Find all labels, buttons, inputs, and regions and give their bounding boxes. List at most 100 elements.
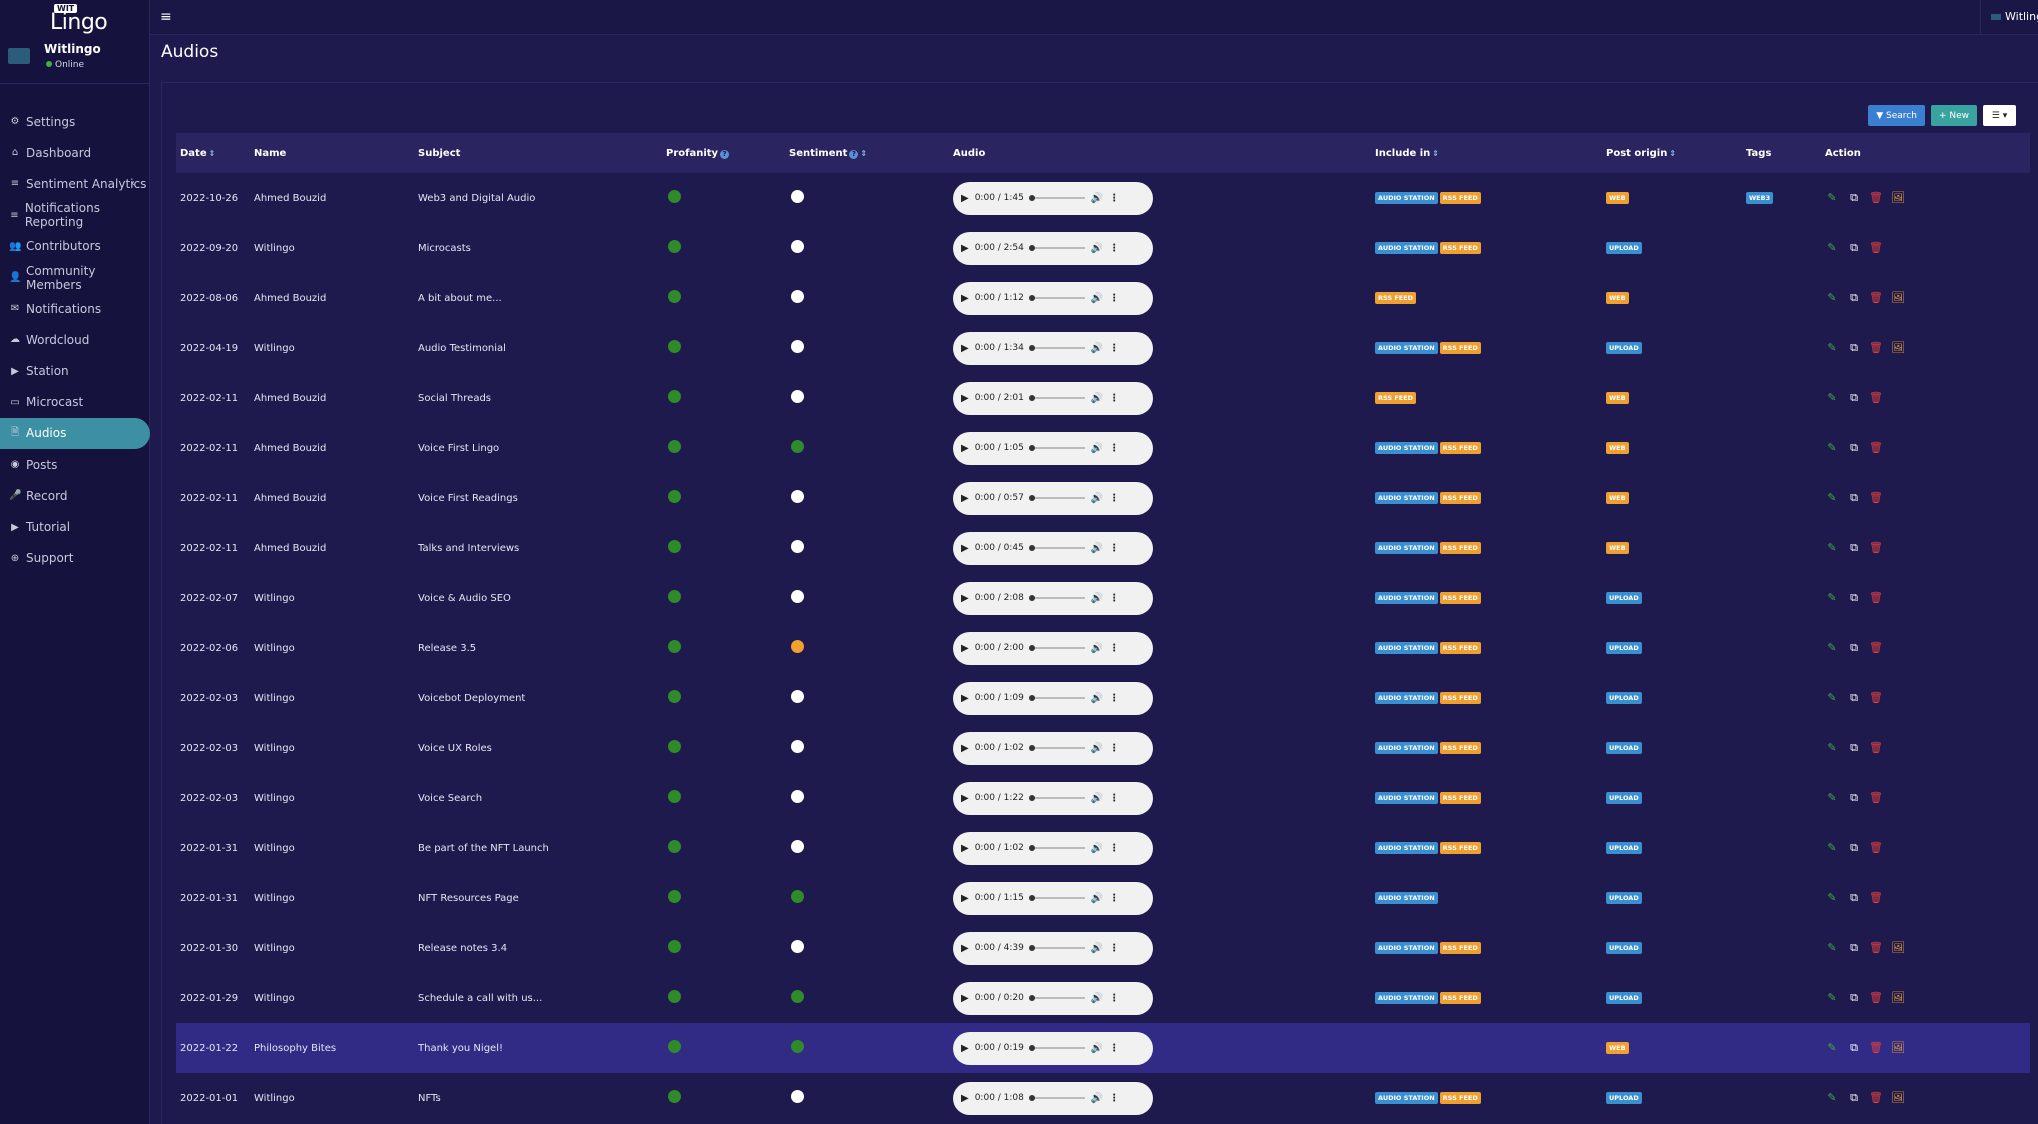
seek-knob[interactable] (1028, 245, 1035, 251)
copy-icon[interactable]: ⧉ (1850, 841, 1858, 854)
audio-player[interactable]: ▶ 0:00 / 1:12 🔊 ⋮ (953, 281, 1153, 315)
copy-icon[interactable]: ⧉ (1850, 441, 1858, 454)
audio-seek-slider[interactable] (1028, 295, 1085, 301)
table-row[interactable]: 2022-02-11 Ahmed Bouzid Voice First Lingo ▶… (176, 423, 2030, 473)
volume-icon[interactable]: 🔊 (1090, 1042, 1104, 1054)
audio-seek-slider[interactable] (1028, 445, 1085, 451)
more-options-icon[interactable]: ⋮ (1109, 292, 1120, 304)
more-options-icon[interactable]: ⋮ (1109, 392, 1120, 404)
table-row[interactable]: 2022-02-06 Witlingo Release 3.5 ▶ 0:00 / 2:0… (176, 623, 2030, 673)
image-icon[interactable]: 🖼 (1891, 991, 1905, 1004)
volume-icon[interactable]: 🔊 (1090, 992, 1104, 1004)
copy-icon[interactable]: ⧉ (1850, 341, 1858, 354)
more-options-icon[interactable]: ⋮ (1109, 1092, 1120, 1104)
audio-seek-slider[interactable] (1028, 495, 1085, 501)
audio-player[interactable]: ▶ 0:00 / 0:57 🔊 ⋮ (953, 481, 1153, 515)
trash-icon[interactable]: 🗑 (1869, 191, 1883, 204)
sidebar-item-sentiment-analytics[interactable]: ≡ Sentiment Analytics ‹ (0, 168, 149, 199)
more-options-icon[interactable]: ⋮ (1109, 1042, 1120, 1054)
play-icon[interactable]: ▶ (961, 1092, 969, 1104)
search-button[interactable]: ▼ Search (1868, 105, 1925, 126)
image-icon[interactable]: 🖼 (1891, 1041, 1905, 1054)
seek-knob[interactable] (1028, 445, 1035, 451)
audio-player[interactable]: ▶ 0:00 / 1:02 🔊 ⋮ (953, 831, 1153, 865)
header-date[interactable]: Date ⇕ (176, 133, 250, 173)
audio-seek-slider[interactable] (1028, 745, 1085, 751)
audio-seek-slider[interactable] (1028, 695, 1085, 701)
more-options-icon[interactable]: ⋮ (1109, 342, 1120, 354)
copy-icon[interactable]: ⧉ (1850, 191, 1858, 204)
volume-icon[interactable]: 🔊 (1090, 242, 1104, 254)
table-row[interactable]: 2022-01-31 Witlingo NFT Resources Page ▶ 0:0… (176, 873, 2030, 923)
table-row[interactable]: 2022-02-07 Witlingo Voice & Audio SEO ▶ 0:00… (176, 573, 2030, 623)
play-icon[interactable]: ▶ (961, 492, 969, 504)
table-row[interactable]: 2022-01-29 Witlingo Schedule a call with u… (176, 973, 2030, 1023)
more-options-icon[interactable]: ⋮ (1109, 992, 1120, 1004)
copy-icon[interactable]: ⧉ (1850, 241, 1858, 254)
trash-icon[interactable]: 🗑 (1869, 891, 1883, 904)
volume-icon[interactable]: 🔊 (1090, 1092, 1104, 1104)
edit-icon[interactable]: ✎ (1827, 441, 1837, 454)
copy-icon[interactable]: ⧉ (1850, 391, 1858, 404)
edit-icon[interactable]: ✎ (1827, 641, 1837, 654)
play-icon[interactable]: ▶ (961, 892, 969, 904)
seek-knob[interactable] (1028, 295, 1035, 301)
table-row[interactable]: 2022-01-01 Witlingo NFTs ▶ 0:00 / 1:08 🔊 ⋮ AUDI… (176, 1073, 2030, 1123)
logo[interactable]: WIT Lingo (0, 0, 149, 35)
header-include[interactable]: Include in ⇕ (1371, 133, 1602, 173)
trash-icon[interactable]: 🗑 (1869, 691, 1883, 704)
seek-knob[interactable] (1028, 595, 1035, 601)
sidebar-item-support[interactable]: ⊕ Support (0, 543, 149, 574)
seek-knob[interactable] (1028, 395, 1035, 401)
trash-icon[interactable]: 🗑 (1869, 291, 1883, 304)
trash-icon[interactable]: 🗑 (1869, 241, 1883, 254)
play-icon[interactable]: ▶ (961, 392, 969, 404)
hamburger-menu-icon[interactable]: ≡ (160, 9, 172, 25)
more-options-icon[interactable]: ⋮ (1109, 942, 1120, 954)
volume-icon[interactable]: 🔊 (1090, 292, 1104, 304)
copy-icon[interactable]: ⧉ (1850, 491, 1858, 504)
table-row[interactable]: 2022-02-03 Witlingo Voice UX Roles ▶ 0:00 / … (176, 723, 2030, 773)
volume-icon[interactable]: 🔊 (1090, 892, 1104, 904)
table-row[interactable]: 2022-10-26 Ahmed Bouzid Web3 and Digital A… (176, 173, 2030, 223)
trash-icon[interactable]: 🗑 (1869, 741, 1883, 754)
table-row[interactable]: 2022-02-03 Witlingo Voice Search ▶ 0:00 / 1:… (176, 773, 2030, 823)
play-icon[interactable]: ▶ (961, 992, 969, 1004)
edit-icon[interactable]: ✎ (1827, 391, 1837, 404)
copy-icon[interactable]: ⧉ (1850, 941, 1858, 954)
audio-player[interactable]: ▶ 0:00 / 1:05 🔊 ⋮ (953, 431, 1153, 465)
trash-icon[interactable]: 🗑 (1869, 791, 1883, 804)
audio-player[interactable]: ▶ 0:00 / 1:02 🔊 ⋮ (953, 731, 1153, 765)
play-icon[interactable]: ▶ (961, 942, 969, 954)
play-icon[interactable]: ▶ (961, 442, 969, 454)
copy-icon[interactable]: ⧉ (1850, 791, 1858, 804)
seek-knob[interactable] (1028, 545, 1035, 551)
audio-seek-slider[interactable] (1028, 895, 1085, 901)
more-options-icon[interactable]: ⋮ (1109, 692, 1120, 704)
view-toggle-button[interactable]: ☰ ▾ (1983, 105, 2016, 126)
copy-icon[interactable]: ⧉ (1850, 891, 1858, 904)
audio-seek-slider[interactable] (1028, 595, 1085, 601)
audio-player[interactable]: ▶ 0:00 / 1:45 🔊 ⋮ (953, 181, 1153, 215)
sidebar-item-notifications-reporting[interactable]: ≡ Notifications Reporting (0, 200, 149, 231)
sidebar-item-contributors[interactable]: 👥 Contributors (0, 231, 149, 262)
table-row[interactable]: 2022-04-19 Witlingo Audio Testimonial ▶ 0:00… (176, 323, 2030, 373)
volume-icon[interactable]: 🔊 (1090, 442, 1104, 454)
copy-icon[interactable]: ⧉ (1850, 1041, 1858, 1054)
audio-seek-slider[interactable] (1028, 945, 1085, 951)
trash-icon[interactable]: 🗑 (1869, 841, 1883, 854)
audio-player[interactable]: ▶ 0:00 / 0:19 🔊 ⋮ (953, 1031, 1153, 1065)
trash-icon[interactable]: 🗑 (1869, 341, 1883, 354)
copy-icon[interactable]: ⧉ (1850, 1091, 1858, 1104)
audio-player[interactable]: ▶ 0:00 / 4:39 🔊 ⋮ (953, 931, 1153, 965)
edit-icon[interactable]: ✎ (1827, 1041, 1837, 1054)
more-options-icon[interactable]: ⋮ (1109, 242, 1120, 254)
trash-icon[interactable]: 🗑 (1869, 491, 1883, 504)
volume-icon[interactable]: 🔊 (1090, 592, 1104, 604)
volume-icon[interactable]: 🔊 (1090, 792, 1104, 804)
trash-icon[interactable]: 🗑 (1869, 641, 1883, 654)
volume-icon[interactable]: 🔊 (1090, 342, 1104, 354)
volume-icon[interactable]: 🔊 (1090, 392, 1104, 404)
table-row[interactable]: 2022-09-20 Witlingo Microcasts ▶ 0:00 / 2:54… (176, 223, 2030, 273)
play-icon[interactable]: ▶ (961, 592, 969, 604)
